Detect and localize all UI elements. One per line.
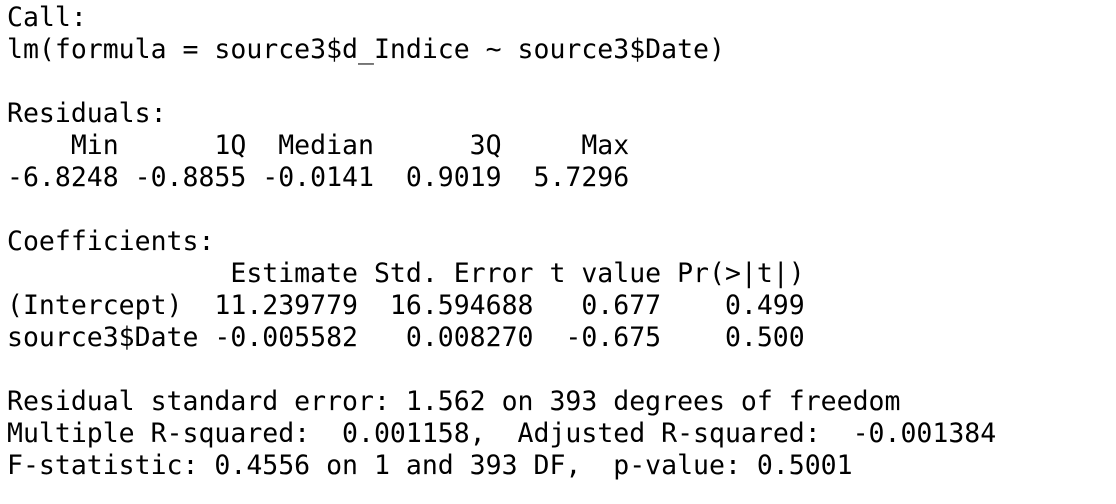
blank-line [7, 194, 1116, 226]
coefficients-row-date: source3$Date -0.005582 0.008270 -0.675 0… [7, 322, 805, 353]
residuals-values-row: -6.8248 -0.8855 -0.0141 0.9019 5.7296 [7, 162, 646, 193]
coefficients-column-header-row: Estimate Std. Error t value Pr(>|t|) [7, 258, 805, 289]
call-formula: lm(formula = source3$d_Indice ~ source3$… [7, 34, 725, 65]
residuals-labels-row: Min 1Q Median 3Q Max [7, 130, 646, 161]
residuals-header: Residuals: [7, 98, 167, 129]
call-header: Call: [7, 2, 87, 33]
blank-line [7, 354, 1116, 386]
r-squared-line: Multiple R-squared: 0.001158, Adjusted R… [7, 418, 1013, 449]
coefficients-header: Coefficients: [7, 226, 215, 257]
residual-standard-error-line: Residual standard error: 1.562 on 393 de… [7, 386, 901, 417]
coefficients-row-intercept: (Intercept) 11.239779 16.594688 0.677 0.… [7, 290, 805, 321]
f-statistic-line: F-statistic: 0.4556 on 1 and 393 DF, p-v… [7, 450, 853, 481]
blank-line [7, 66, 1116, 98]
